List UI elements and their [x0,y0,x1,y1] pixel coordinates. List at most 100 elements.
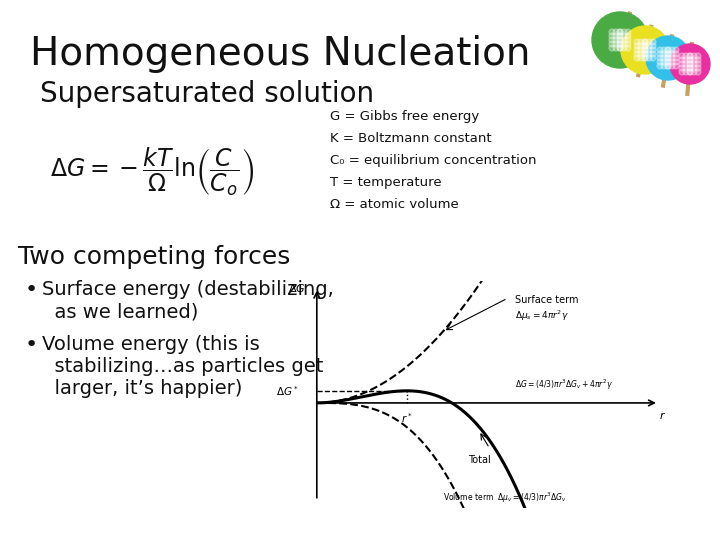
Circle shape [621,33,627,39]
Circle shape [665,59,671,65]
Circle shape [683,69,689,75]
Circle shape [617,41,623,47]
Circle shape [673,47,679,53]
Circle shape [617,37,623,43]
Circle shape [687,61,693,67]
Circle shape [617,29,623,35]
Text: G = Gibbs free energy: G = Gibbs free energy [330,110,480,123]
Circle shape [613,29,619,35]
Circle shape [665,63,671,69]
Circle shape [687,61,693,67]
Circle shape [673,55,679,61]
Text: Two competing forces: Two competing forces [18,245,290,269]
Circle shape [642,39,648,45]
Circle shape [638,55,644,61]
Circle shape [634,43,640,49]
Circle shape [621,37,627,43]
Circle shape [669,55,675,61]
Circle shape [669,59,675,65]
Text: K = Boltzmann constant: K = Boltzmann constant [330,132,492,145]
Circle shape [638,51,644,57]
Circle shape [687,57,693,63]
Circle shape [625,37,631,43]
Circle shape [646,55,652,61]
Circle shape [691,65,697,71]
Circle shape [625,45,631,51]
Text: Volume energy (this is
  stabilizing…as particles get
  larger, it’s happier): Volume energy (this is stabilizing…as pa… [42,335,323,398]
Text: T = temperature: T = temperature [330,176,441,189]
Circle shape [679,69,685,75]
Circle shape [657,51,663,57]
Circle shape [650,43,656,49]
Circle shape [657,55,663,61]
Circle shape [646,36,690,80]
Circle shape [634,39,640,45]
Circle shape [617,33,623,39]
Circle shape [665,59,671,65]
Text: Homogeneous Nucleation: Homogeneous Nucleation [30,35,531,73]
Circle shape [683,61,689,67]
Circle shape [609,45,615,51]
Circle shape [650,39,656,45]
Circle shape [613,41,619,47]
Circle shape [592,12,648,68]
Circle shape [665,63,671,69]
Circle shape [617,45,623,51]
Text: Ω = atomic volume: Ω = atomic volume [330,198,459,211]
Circle shape [609,37,615,43]
Circle shape [657,59,663,65]
Circle shape [642,47,648,53]
Circle shape [695,69,701,75]
Circle shape [634,47,640,53]
Circle shape [642,39,648,45]
Circle shape [638,47,644,53]
Circle shape [621,45,627,51]
Text: Volume term  $\Delta\mu_v = (4/3)\pi r^3\Delta G_v$: Volume term $\Delta\mu_v = (4/3)\pi r^3\… [443,490,567,504]
Circle shape [642,43,648,49]
Circle shape [661,55,667,61]
Circle shape [665,55,671,61]
Circle shape [613,33,619,39]
Circle shape [695,53,701,59]
Text: $r^*$: $r^*$ [401,411,413,426]
Text: Supersaturated solution: Supersaturated solution [40,80,374,108]
Circle shape [617,29,623,35]
Circle shape [617,41,623,47]
Circle shape [621,26,669,74]
Text: $\Delta G = (4/3)\pi r^3\Delta G_v + 4\pi r^2\gamma$: $\Delta G = (4/3)\pi r^3\Delta G_v + 4\p… [515,378,613,393]
Circle shape [673,51,679,57]
Circle shape [665,47,671,53]
Circle shape [695,57,701,63]
Circle shape [609,33,615,39]
Circle shape [673,63,679,69]
Circle shape [679,61,685,67]
Circle shape [638,43,644,49]
Circle shape [634,51,640,57]
Circle shape [691,57,697,63]
Circle shape [661,51,667,57]
Text: Surface term: Surface term [515,295,578,305]
Circle shape [609,41,615,47]
Circle shape [621,29,627,35]
Circle shape [661,47,667,53]
Circle shape [695,61,701,67]
Circle shape [650,51,656,57]
Circle shape [669,63,675,69]
Circle shape [665,51,671,57]
Circle shape [687,57,693,63]
Text: C₀ = equilibrium concentration: C₀ = equilibrium concentration [330,154,536,167]
Circle shape [642,55,648,61]
Circle shape [673,59,679,65]
Circle shape [642,51,648,57]
Circle shape [650,47,656,53]
Circle shape [679,57,685,63]
Text: $\Delta G$: $\Delta G$ [288,282,306,294]
Text: Surface energy (destabilizing,
  as we learned): Surface energy (destabilizing, as we lea… [42,280,334,321]
Circle shape [687,65,693,71]
Circle shape [657,47,663,53]
Circle shape [687,69,693,75]
Circle shape [642,51,648,57]
Circle shape [679,53,685,59]
Circle shape [665,47,671,53]
Text: •: • [25,280,38,300]
